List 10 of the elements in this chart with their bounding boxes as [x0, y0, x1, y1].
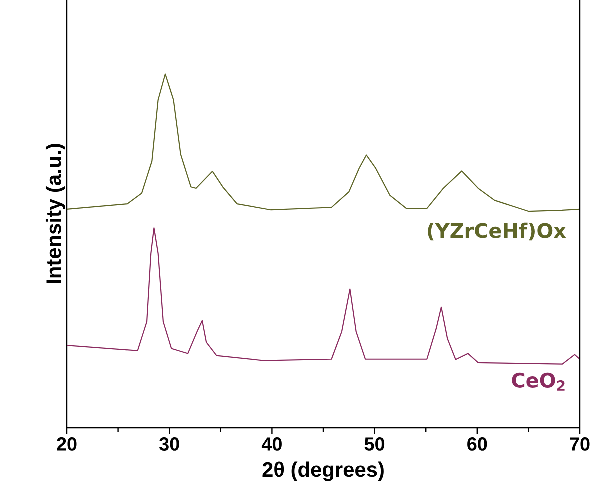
x-tick-label: 40 [262, 438, 282, 451]
y-axis-title: Intensity (a.u.) [46, 144, 66, 284]
x-tick-label: 70 [570, 438, 590, 451]
x-tick-label: 50 [364, 438, 385, 451]
x-tick-label: 60 [468, 438, 488, 451]
x-axis-title: 2θ (degrees) [262, 462, 384, 482]
series-label: CeO$_{2}$ [512, 372, 565, 391]
x-tick-label: 20 [57, 438, 77, 451]
series-label: (YZrCeHf)Ox [428, 222, 566, 241]
x-tick-label: 30 [160, 438, 180, 451]
